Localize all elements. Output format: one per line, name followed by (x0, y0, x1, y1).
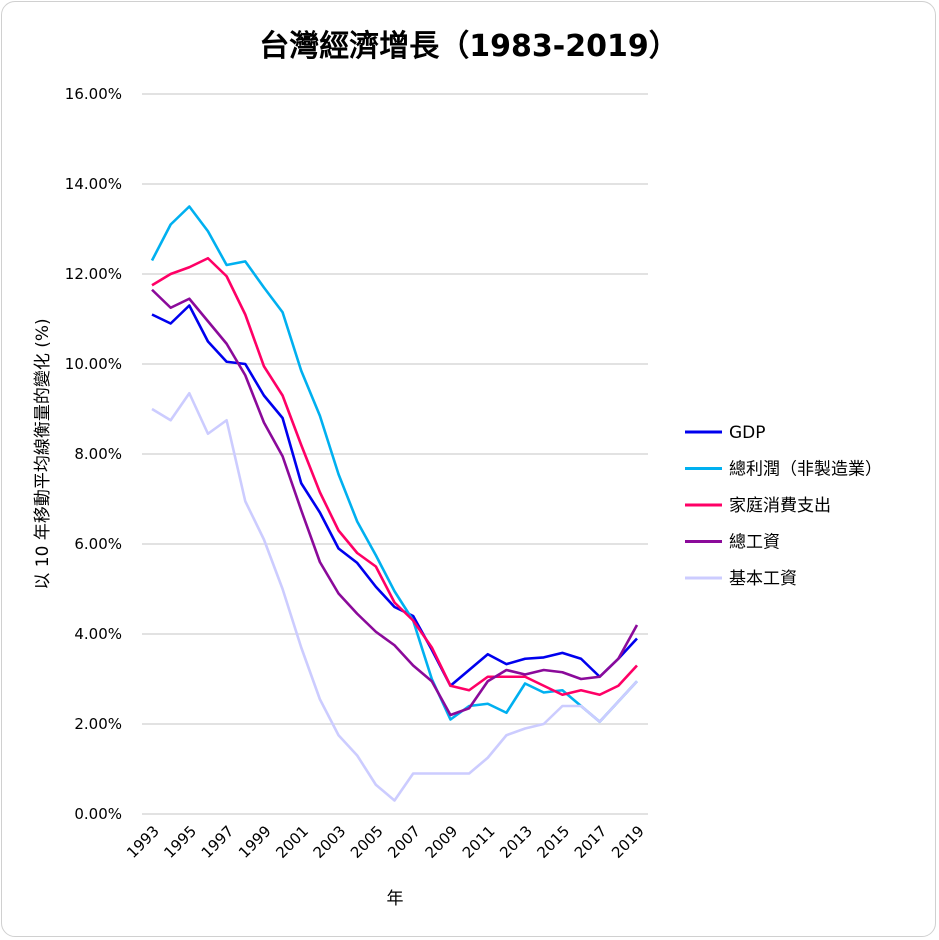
series-line-3 (151, 288, 639, 717)
x-tick-label: 2003 (310, 822, 350, 862)
x-tick-label: 2007 (384, 822, 424, 862)
series-lines (150, 205, 639, 802)
y-tick-label: 4.00% (74, 625, 122, 643)
y-tick-label: 2.00% (74, 715, 122, 733)
x-tick-label: 1995 (160, 822, 200, 862)
legend-label: 總工資 (729, 533, 780, 553)
legend-label: 家庭消費支出 (729, 496, 831, 516)
gridlines (142, 93, 648, 815)
x-tick-label: 2015 (533, 822, 573, 862)
legend-label: 基本工資 (729, 569, 797, 589)
series-line-2 (151, 256, 638, 697)
y-tick-label: 8.00% (74, 445, 122, 463)
x-tick-label: 2013 (496, 822, 536, 862)
y-tick-label: 6.00% (74, 535, 122, 553)
x-tick-label: 2009 (422, 822, 462, 862)
series-line-4 (151, 391, 638, 802)
legend-label: GDP (729, 423, 766, 443)
y-tick-label: 14.00% (65, 175, 122, 193)
x-tick-label: 2019 (608, 822, 648, 862)
x-tick-label: 2001 (272, 822, 312, 862)
y-tick-label: 0.00% (74, 805, 122, 823)
x-tick-label: 2011 (459, 822, 499, 862)
y-tick-labels: 0.00% 2.00% 4.00% 6.00% 8.00% 10.00% 12.00% 14.… (65, 85, 122, 823)
x-axis-label: 年 (387, 889, 404, 909)
legend-label: 總利潤（非製造業） (729, 460, 882, 480)
y-tick-label: 12.00% (65, 265, 122, 283)
y-axis-label: 以 10 年移動平均線衡量的變化 (%) (33, 318, 53, 589)
x-tick-label: 2017 (571, 822, 611, 862)
x-tick-label: 1997 (198, 822, 238, 862)
y-tick-label: 10.00% (65, 355, 122, 373)
x-tick-labels: 1993199519971999200120032005200720092011… (123, 822, 648, 862)
series-line-0 (151, 304, 638, 688)
x-tick-label: 2005 (347, 822, 387, 862)
y-tick-label: 16.00% (65, 85, 122, 103)
x-tick-label: 1999 (235, 822, 275, 862)
chart-title: 台灣經濟增長（1983-2019） (259, 29, 678, 64)
x-tick-label: 1993 (123, 822, 163, 862)
